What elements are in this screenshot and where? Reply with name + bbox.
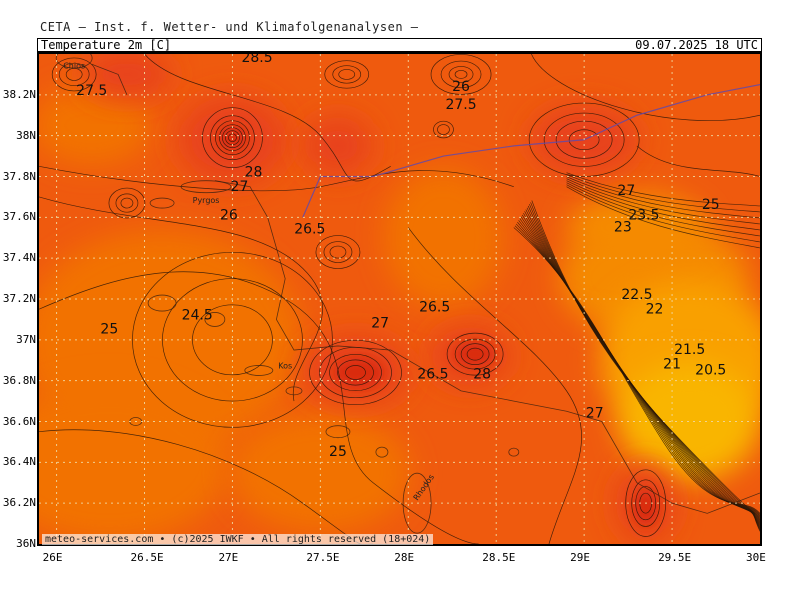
contour-label: 27.5	[76, 83, 107, 99]
lat-tick-label: 37.8N	[2, 169, 36, 183]
place-label: Pyrgos	[193, 196, 220, 205]
contour-label: 26	[220, 207, 238, 223]
contour-label: 25	[100, 322, 118, 338]
lat-tick-label: 37.2N	[2, 292, 36, 305]
lat-tick-label: 36.8N	[2, 373, 36, 387]
contour-label: 27	[371, 316, 389, 332]
lon-tick-label: 28.5E	[482, 551, 516, 564]
contour-label: 26.5	[419, 299, 450, 315]
lat-tick-label: 38N	[16, 128, 36, 142]
contour-label: 20.5	[695, 363, 726, 379]
lon-tick-label: 30E	[746, 551, 766, 564]
contour-label: 21	[663, 356, 681, 372]
contour-labels: 28.527.5 2627.5282726272523.52326.522.522…	[76, 54, 726, 460]
lon-tick-label: 27.5E	[306, 551, 340, 564]
contour-label: 27	[586, 405, 604, 421]
contour-label: 25	[329, 444, 347, 460]
lon-tick-label: 26E	[42, 551, 63, 564]
lat-lon-grid	[39, 54, 760, 544]
lon-tick-label: 28E	[394, 551, 415, 564]
contour-label: 28	[245, 165, 263, 181]
contour-label: 25	[702, 197, 720, 213]
contour-label: 24.5	[182, 307, 213, 323]
contour-label: 22.5	[621, 287, 652, 303]
lat-tick-label: 37N	[16, 332, 36, 346]
contour-label: 26.5	[294, 222, 325, 238]
lat-tick-label: 38.2N	[2, 87, 36, 101]
lon-tick-label: 26.5E	[130, 551, 164, 564]
lon-tick-label: 27E	[218, 551, 239, 564]
lat-tick-label: 36N	[16, 537, 36, 550]
contour-label: 22	[646, 301, 664, 317]
valid-time: 09.07.2025 18 UTC	[635, 38, 758, 52]
contour-label: 28	[473, 367, 491, 383]
place-label: Kos	[278, 361, 292, 370]
copyright-footer: meteo-services.com • (c)2025 IWKF • All …	[42, 534, 434, 545]
lat-tick-label: 36.4N	[2, 455, 36, 469]
contour-label: 23.5	[628, 207, 659, 223]
contour-label: 27	[231, 179, 249, 195]
lat-tick-label: 37.4N	[2, 251, 36, 265]
page-title: CETA — Inst. f. Wetter- und Klimafolgena…	[40, 20, 419, 34]
lat-tick-label: 37.6N	[2, 210, 36, 224]
contour-label: 26.5	[417, 367, 448, 383]
contour-label: 27	[617, 183, 635, 199]
lat-tick-label: 36.6N	[2, 414, 36, 428]
contour-label: 27.5	[445, 97, 476, 113]
map-canvas: 28.527.5 2627.5282726272523.52326.522.522…	[39, 54, 760, 544]
lon-tick-label: 29E	[570, 551, 591, 564]
place-label: Chios	[63, 61, 85, 70]
contour-label: 21.5	[674, 342, 705, 358]
contour-label: 23	[614, 220, 632, 236]
lat-tick-label: 36.2N	[2, 496, 36, 510]
contour-label: 26	[452, 79, 470, 95]
temperature-map[interactable]: 28.5 27.5 26 27.5 28 27 26 27 25 23.5 23 26.5 22.5 22…	[37, 52, 762, 546]
map-caption-bar: Temperature 2m [C] 09.07.2025 18 UTC	[37, 38, 762, 52]
lon-tick-label: 29.5E	[658, 551, 692, 564]
variable-label: Temperature 2m [C]	[41, 38, 172, 52]
contour-label: 28.5	[241, 54, 272, 66]
